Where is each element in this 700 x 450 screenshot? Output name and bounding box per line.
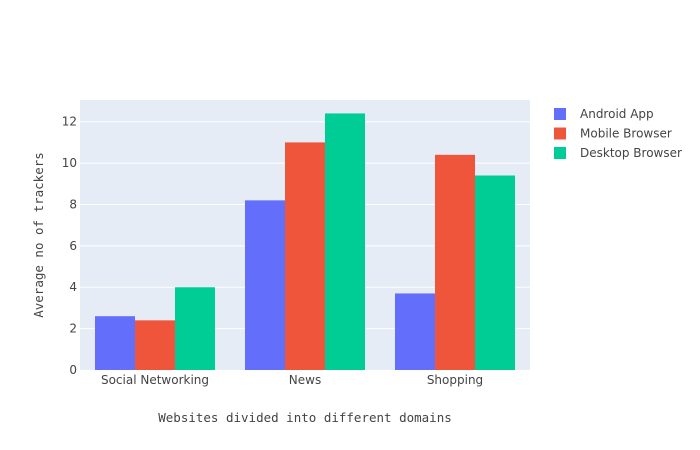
y-tick-labels: 0 2 4 6 8 10 12: [62, 115, 77, 377]
bar-android-app: [245, 200, 285, 370]
y-tick-label: 2: [69, 322, 77, 336]
x-tick-label: Social Networking: [101, 373, 209, 387]
legend-swatch: [554, 127, 566, 140]
legend-swatch: [554, 147, 566, 159]
y-axis-title: Average no of trackers: [31, 152, 46, 318]
legend-label: Android App: [580, 107, 654, 121]
legend-label: Desktop Browser: [580, 146, 682, 160]
x-axis-title: Websites divided into different domains: [158, 410, 452, 425]
y-tick-label: 10: [62, 156, 77, 170]
bars: [95, 113, 515, 370]
bar-mobile-browser: [435, 154, 475, 370]
x-tick-label: Shopping: [427, 373, 483, 387]
x-tick-labels: Social Networking News Shopping: [101, 373, 483, 387]
legend-label: Mobile Browser: [580, 127, 672, 141]
bar-mobile-browser: [285, 142, 325, 370]
bar-desktop-browser: [175, 287, 215, 370]
x-tick-label: News: [289, 373, 321, 387]
bar-desktop-browser: [325, 113, 365, 370]
y-tick-label: 12: [62, 115, 77, 129]
y-tick-label: 4: [69, 280, 77, 294]
bar-desktop-browser: [475, 175, 515, 370]
y-tick-label: 0: [69, 363, 77, 377]
bar-android-app: [395, 293, 435, 370]
bar-mobile-browser: [135, 320, 175, 370]
bar-android-app: [95, 316, 135, 370]
legend-swatch: [554, 108, 566, 120]
y-tick-label: 6: [69, 239, 77, 253]
legend: Android App Mobile Browser Desktop Browser: [554, 107, 682, 160]
y-tick-label: 8: [69, 197, 77, 211]
